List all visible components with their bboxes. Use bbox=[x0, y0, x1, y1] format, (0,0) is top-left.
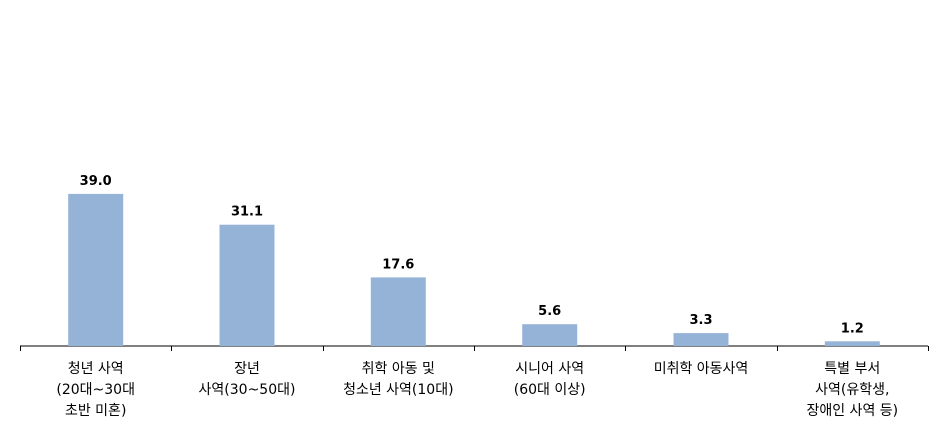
category-label-5: 미취학 아동사역 bbox=[654, 361, 749, 377]
data-label-6: 1.2 bbox=[841, 321, 864, 336]
category-label-6: 특별 부서 사역(유학생, 장애인 사역 등) bbox=[806, 361, 898, 419]
category-label-4: 시니어 사역 (60대 이상) bbox=[514, 361, 586, 398]
bar-2 bbox=[219, 224, 275, 346]
bar-3 bbox=[370, 277, 426, 346]
category-label-3: 취학 아동 및 청소년 사역(10대) bbox=[343, 361, 453, 398]
data-label-5: 3.3 bbox=[689, 313, 712, 328]
category-label-1: 청년 사역 (20대~30대 초반 미혼) bbox=[56, 361, 135, 419]
bar-6 bbox=[824, 341, 880, 346]
category-label-2: 장년 사역(30~50대) bbox=[199, 361, 296, 398]
bar-4 bbox=[522, 324, 578, 346]
data-label-3: 17.6 bbox=[382, 257, 414, 272]
data-label-4: 5.6 bbox=[538, 304, 561, 319]
bar-5 bbox=[673, 333, 729, 346]
data-label-1: 39.0 bbox=[80, 174, 112, 189]
bar-1 bbox=[68, 193, 124, 346]
data-label-2: 31.1 bbox=[231, 205, 263, 220]
